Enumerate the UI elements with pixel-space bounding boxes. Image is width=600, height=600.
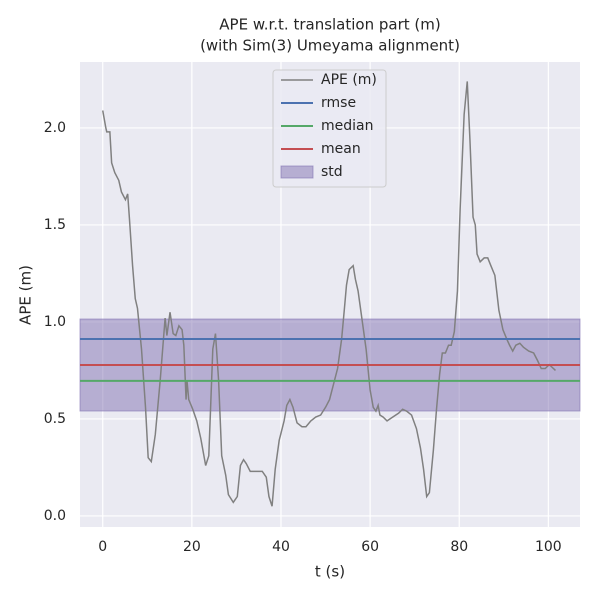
y-axis-label: APE (m) (17, 265, 35, 325)
legend-swatch (280, 165, 314, 179)
x-tick-label: 100 (535, 539, 562, 555)
legend-box (272, 69, 387, 188)
legend: APE (m) rmse median mean std (280, 72, 377, 180)
y-tick-label: 2.0 (44, 120, 66, 136)
chart-subtitle: (with Sim(3) Umeyama alignment) (200, 37, 460, 55)
y-tick-label: 0.5 (44, 411, 66, 427)
x-tick-label: 20 (183, 539, 201, 555)
x-tick-label: 40 (272, 539, 290, 555)
y-tick-label: 0.0 (44, 508, 66, 524)
x-axis-label: t (s) (315, 563, 345, 581)
y-tick-label: 1.5 (44, 217, 66, 233)
x-tick-label: 80 (450, 539, 468, 555)
legend-label: median (321, 118, 373, 134)
legend-label: mean (321, 141, 361, 157)
marks (79, 81, 581, 507)
legend-label: std (321, 164, 343, 180)
x-tick-label: 60 (361, 539, 379, 555)
chart-title: APE w.r.t. translation part (m) (219, 16, 440, 34)
x-tick-label: 0 (98, 539, 107, 555)
data-line (101, 81, 557, 507)
y-tick-label: 1.0 (44, 314, 66, 330)
legend-label: rmse (321, 95, 356, 111)
legend-label: APE (m) (321, 72, 377, 88)
